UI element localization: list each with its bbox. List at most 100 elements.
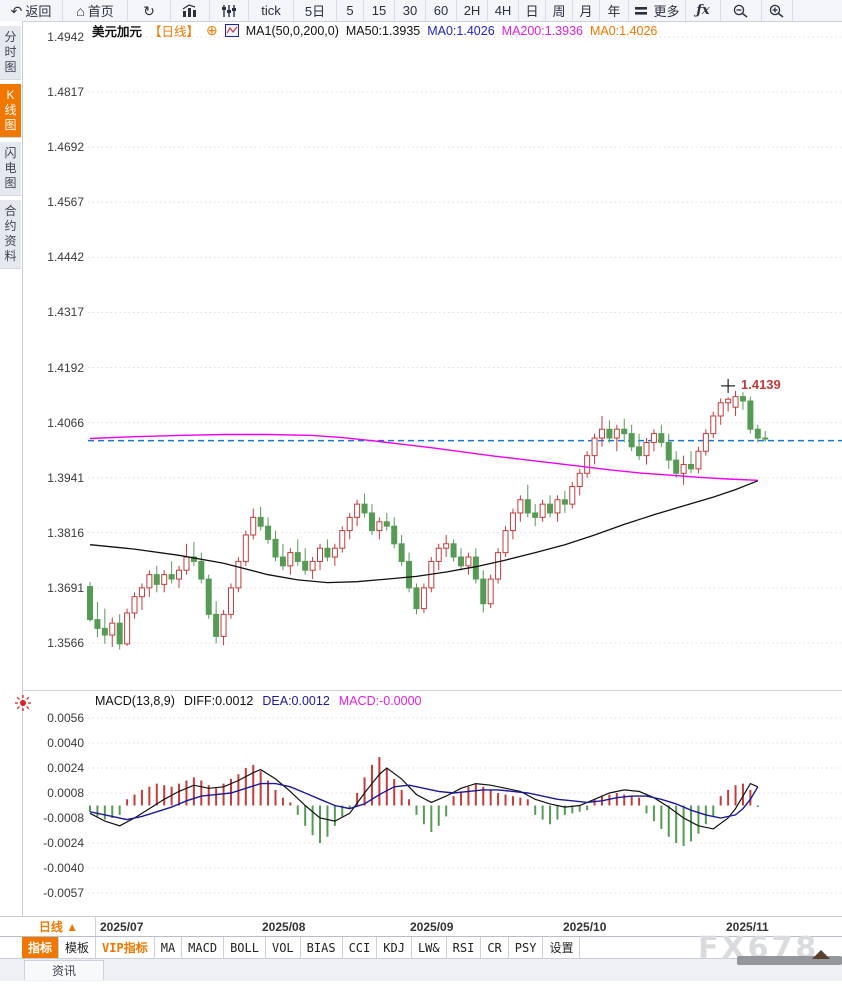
macd-bar-value: MACD:-0.0000	[338, 694, 422, 708]
macd-y-axis-label: -0.0008	[43, 811, 84, 825]
macd-diff-value: DIFF:0.0012	[183, 694, 254, 708]
ma-settings-label: MA1(50,0,200,0)	[245, 23, 339, 38]
zoom-out-button[interactable]	[721, 0, 762, 21]
tab-MACD[interactable]: MACD	[182, 937, 225, 958]
period-5day-button[interactable]: 5日	[294, 0, 337, 21]
tab-LW&[interactable]: LW&	[412, 937, 447, 958]
chart-type-button[interactable]	[171, 0, 210, 21]
macd-diff-line	[89, 767, 759, 830]
ma200-line	[89, 433, 758, 481]
indicator-tabbar	[0, 936, 842, 959]
chart-header: 美元加元 【日线】 ⊕ MA1(50,0,200,0) MA50:1.3935 …	[92, 22, 658, 39]
top-toolbar: ↶ 返回 ⌂ 首页 ↻ tick 5日 5 15 30 60 2H 4H 日周月年更多 ƒx	[0, 0, 842, 22]
period-month-button[interactable]: 月	[573, 0, 600, 21]
scroll-top-arrow[interactable]	[812, 950, 830, 959]
watermark-bar	[737, 956, 842, 965]
tab-模板[interactable]: 模板	[59, 937, 97, 958]
zoom-in-button[interactable]	[762, 0, 793, 21]
more-button-label: 更多	[653, 4, 680, 19]
period-day-button[interactable]: 日	[519, 0, 546, 21]
period-5-button[interactable]: 5	[337, 0, 364, 21]
main-y-axis-label: 1.3566	[47, 635, 84, 650]
period-15-button[interactable]: 15	[364, 0, 395, 21]
indicator-tabs: 指标 模板 VIP指标 MA MACD BOLL VOL BIAS CCI KDJ LW& RSI CR…	[22, 937, 581, 958]
sidebar-item-contract-info[interactable]: 合 约 资 料	[0, 200, 21, 269]
tab-VIP指标[interactable]: VIP指标	[96, 937, 155, 958]
symbol-name: 美元加元	[92, 25, 143, 39]
period-4h-button[interactable]: 4H	[488, 0, 519, 21]
sidebar-item-lightning-chart[interactable]: 闪 电 图	[0, 142, 21, 196]
x-axis-date-label: 2025/11	[726, 920, 769, 934]
tab-BIAS[interactable]: BIAS	[301, 937, 343, 958]
high-cross-marker	[721, 378, 736, 393]
period-2h-button[interactable]: 2H	[457, 0, 488, 21]
main-y-axis-label: 1.4567	[47, 195, 84, 210]
ma-indicator-icon[interactable]	[224, 24, 239, 37]
home-button[interactable]: ⌂ 首页	[63, 0, 128, 21]
main-y-axis-label: 1.4817	[47, 85, 84, 100]
period-day-button-label: 日	[525, 4, 539, 19]
main-y-axis-label: 1.3691	[47, 580, 84, 595]
zoom-in-icon	[769, 4, 784, 18]
period-tick-button[interactable]: tick	[249, 0, 294, 21]
x-axis-date-label: 2025/08	[262, 920, 306, 934]
sidebar-item-time-chart[interactable]: 分 时 图	[0, 26, 21, 80]
main-y-axis-label: 1.4317	[47, 305, 84, 320]
tab-VOL[interactable]: VOL	[266, 937, 301, 958]
menu-icon	[635, 6, 648, 15]
period-selector-dropdown[interactable]: 日线 ▲	[22, 916, 96, 936]
period-60-button[interactable]: 60	[426, 0, 457, 21]
news-tab[interactable]: 资讯	[24, 960, 104, 980]
indicator-style-button[interactable]	[210, 0, 249, 21]
tab-RSI[interactable]: RSI	[447, 937, 482, 958]
macd-title: MACD(13,8,9)	[95, 694, 175, 708]
add-indicator-icon[interactable]: ⊕	[206, 22, 218, 38]
period-tick-button-label: tick	[261, 3, 281, 18]
main-y-axis-label: 1.4442	[47, 250, 84, 265]
tab-指标[interactable]: 指标	[22, 937, 60, 958]
period-week-button-label: 周	[552, 4, 566, 19]
tab-PSY[interactable]: PSY	[509, 937, 544, 958]
main-y-axis-label: 1.4192	[47, 360, 84, 375]
more-button[interactable]: 更多	[629, 0, 686, 21]
sidebar-item-kline-chart[interactable]: K 线 图	[0, 84, 21, 138]
main-y-axis-label: 1.3941	[47, 470, 84, 485]
period-week-button[interactable]: 周	[546, 0, 573, 21]
chart-bars-icon	[182, 3, 196, 17]
tab-KDJ[interactable]: KDJ	[377, 937, 412, 958]
period-5-button-label: 5	[346, 3, 354, 18]
back-button[interactable]: ↶ 返回	[0, 0, 63, 21]
bottom-news-row	[0, 958, 842, 981]
refresh-icon: ↻	[143, 2, 155, 19]
main-y-axis-label: 1.4942	[47, 30, 84, 44]
period-5day-button-label: 5日	[304, 4, 326, 19]
refresh-button[interactable]: ↻	[128, 0, 171, 21]
back-arrow-icon: ↶	[10, 2, 23, 19]
ma0-orange-value: MA0:1.4026	[589, 23, 658, 38]
gridlines	[88, 36, 842, 894]
tab-BOLL[interactable]: BOLL	[224, 937, 266, 958]
x-axis-date-label: 2025/10	[563, 920, 607, 934]
macd-y-axis-label: 0.0008	[47, 786, 84, 800]
tab-CCI[interactable]: CCI	[343, 937, 378, 958]
tab-MA[interactable]: MA	[155, 937, 183, 958]
tab-设置[interactable]: 设置	[543, 937, 581, 958]
period-year-button[interactable]: 年	[600, 0, 629, 21]
formula-button[interactable]: ƒx	[686, 0, 721, 21]
period-30-button[interactable]: 30	[395, 0, 426, 21]
x-axis-date-label: 2025/09	[410, 920, 454, 934]
main-y-axis-label: 1.4692	[47, 140, 84, 155]
period-label: 【日线】	[149, 25, 200, 39]
macd-header: MACD(13,8,9) DIFF:0.0012 DEA:0.0012 MACD…	[95, 694, 421, 708]
ma50-line	[89, 480, 759, 584]
back-button-label: 返回	[25, 4, 52, 19]
home-icon: ⌂	[76, 2, 85, 19]
ma50-value: MA50:1.3935	[345, 23, 421, 38]
tab-CR[interactable]: CR	[481, 937, 509, 958]
period-4h-button-label: 4H	[494, 3, 512, 18]
zoom-out-icon	[733, 4, 748, 18]
indicator-settings-icon[interactable]	[14, 694, 32, 712]
period-15-button-label: 15	[371, 3, 387, 18]
